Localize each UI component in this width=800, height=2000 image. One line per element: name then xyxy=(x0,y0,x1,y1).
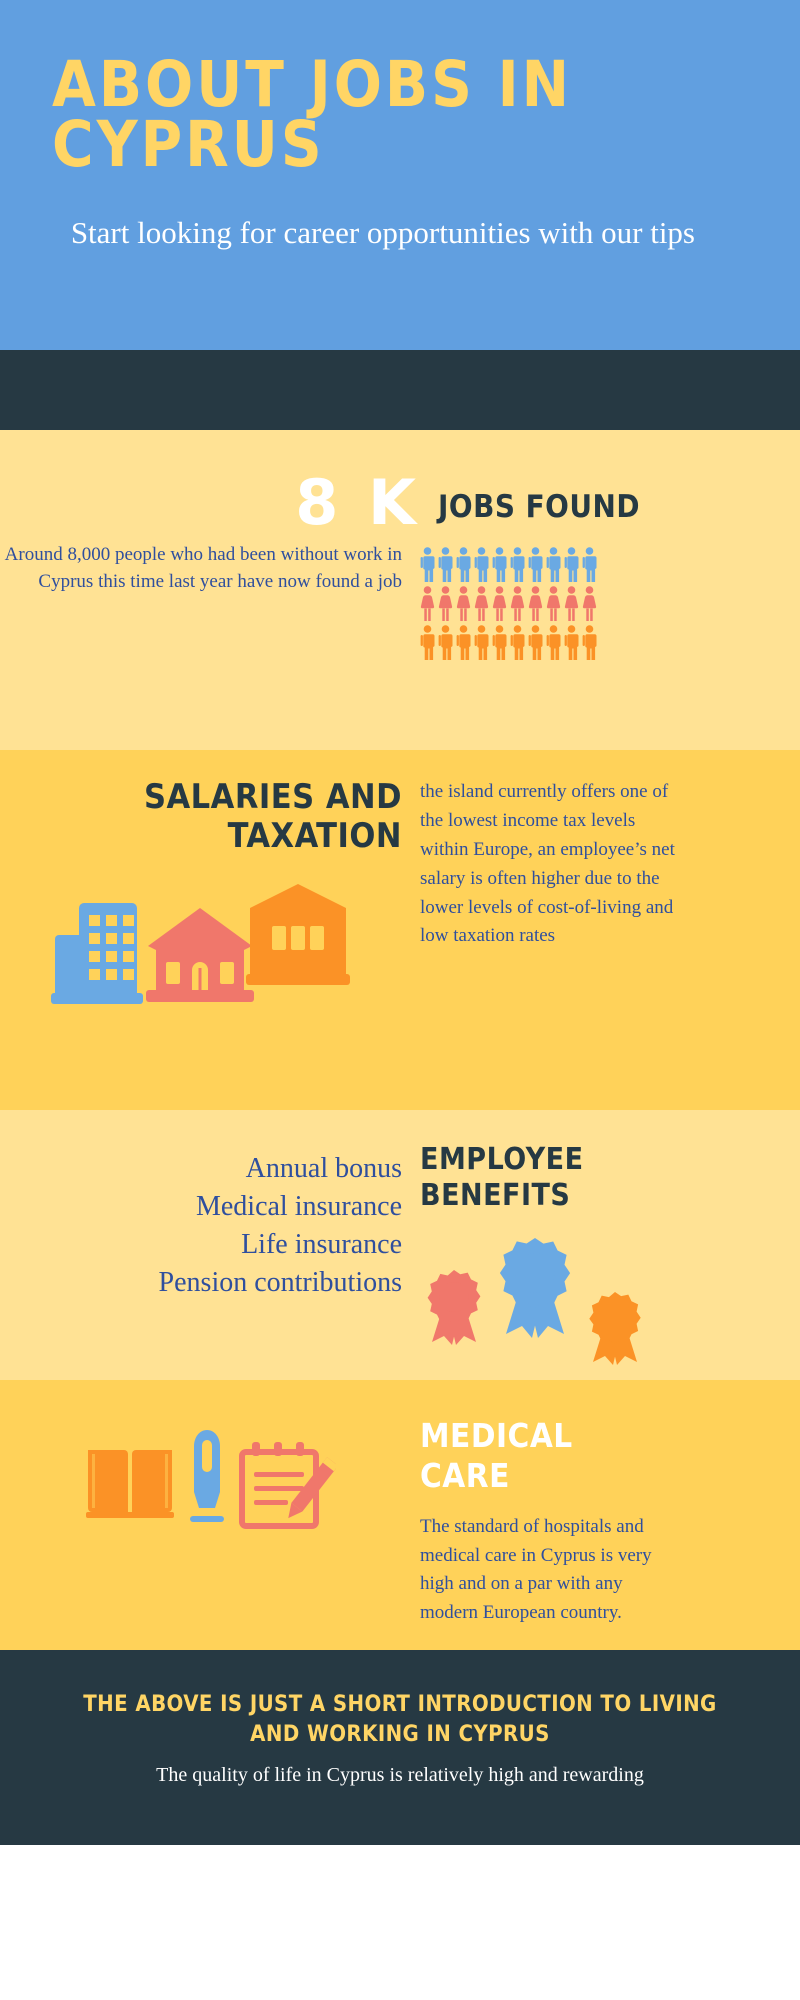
footer-banner: THE ABOVE IS JUST A SHORT INTRODUCTION T… xyxy=(0,1650,800,1845)
list-item: Medical insurance xyxy=(195,1191,402,1223)
person-female-icon xyxy=(438,585,453,621)
person-male-icon xyxy=(420,624,435,660)
salaries-paragraph: the island currently offers one of the l… xyxy=(420,781,675,947)
person-male-icon xyxy=(456,546,471,582)
medical-illustration xyxy=(0,1380,420,1650)
open-book-icon xyxy=(86,1450,174,1518)
person-male-icon xyxy=(438,624,453,660)
salaries-title: SALARIES AND TAXATION xyxy=(0,777,402,857)
medical-title-line2: CARE xyxy=(420,1455,510,1495)
person-male-icon xyxy=(546,546,561,582)
people-pictogram xyxy=(420,541,597,664)
person-female-icon xyxy=(528,585,543,621)
medical-title: MEDICAL CARE xyxy=(420,1416,680,1495)
pictogram-row-female-coral xyxy=(420,585,597,622)
awards-illustration xyxy=(420,1236,720,1370)
section-jobs-found: 8 K JOBS FOUND Around 8,000 people who h… xyxy=(0,430,800,750)
salaries-left-column: SALARIES AND TAXATION xyxy=(0,750,420,1110)
salaries-title-line1: SALARIES AND xyxy=(143,777,402,817)
medical-paragraph: The standard of hospitals and medical ca… xyxy=(420,1516,652,1623)
section-employee-benefits: Annual bonus Medical insurance Life insu… xyxy=(0,1110,800,1380)
benefits-right-column: EMPLOYEE BENEFITS xyxy=(420,1110,720,1380)
home-icon xyxy=(246,884,350,986)
footer-heading: THE ABOVE IS JUST A SHORT INTRODUCTION T… xyxy=(83,1692,717,1747)
person-male-icon xyxy=(456,624,471,660)
benefits-list: Annual bonus Medical insurance Life insu… xyxy=(0,1110,420,1380)
jobs-found-stat: 8 K xyxy=(295,466,420,539)
person-male-icon xyxy=(564,624,579,660)
office-building-icon xyxy=(51,903,143,1005)
person-female-icon xyxy=(474,585,489,621)
notepad-pencil-icon xyxy=(239,1442,336,1529)
section-medical-care: MEDICAL CARE The standard of hospitals a… xyxy=(0,1380,800,1650)
jobs-found-body-row: Around 8,000 people who had been without… xyxy=(0,541,800,664)
benefits-title-line2: BENEFITS xyxy=(420,1178,571,1213)
person-male-icon xyxy=(564,546,579,582)
person-female-icon xyxy=(582,585,597,621)
person-male-icon xyxy=(528,546,543,582)
person-male-icon xyxy=(582,546,597,582)
list-item: Annual bonus xyxy=(245,1153,402,1184)
fountain-pen-icon xyxy=(190,1430,224,1522)
medical-title-line1: MEDICAL xyxy=(420,1416,573,1455)
divider-bar xyxy=(0,350,800,430)
buildings-illustration xyxy=(0,882,402,1005)
benefits-title: EMPLOYEE BENEFITS xyxy=(420,1142,720,1214)
list-item: Pension contributions xyxy=(158,1267,402,1299)
jobs-found-paragraph: Around 8,000 people who had been without… xyxy=(4,543,402,593)
award-rosette-icon xyxy=(499,1238,571,1338)
award-rosette-icon xyxy=(427,1270,481,1345)
hero-subtitle: Start looking for career opportunities w… xyxy=(70,214,695,250)
pictogram-row-male-blue xyxy=(420,546,597,583)
person-female-icon xyxy=(420,585,435,621)
section-salaries-taxation: SALARIES AND TAXATION xyxy=(0,750,800,1110)
pictogram-row-male-orange xyxy=(420,624,597,661)
page-title: ABOUT JOBS IN CYPRUS xyxy=(52,48,573,181)
person-male-icon xyxy=(510,546,525,582)
benefits-title-line1: EMPLOYEE xyxy=(420,1142,584,1177)
person-male-icon xyxy=(546,624,561,660)
person-female-icon xyxy=(510,585,525,621)
person-male-icon xyxy=(528,624,543,660)
house-icon xyxy=(146,908,254,1003)
person-male-icon xyxy=(492,546,507,582)
person-female-icon xyxy=(546,585,561,621)
footer-subtext: The quality of life in Cyprus is relativ… xyxy=(156,1764,644,1787)
hero-header: ABOUT JOBS IN CYPRUS Start looking for c… xyxy=(0,0,800,350)
medical-right-column: MEDICAL CARE The standard of hospitals a… xyxy=(420,1380,720,1650)
person-male-icon xyxy=(474,624,489,660)
jobs-found-label: JOBS FOUND xyxy=(438,488,641,525)
person-male-icon xyxy=(582,624,597,660)
jobs-found-headline-row: 8 K JOBS FOUND xyxy=(0,430,800,539)
award-rosette-icon xyxy=(589,1292,641,1365)
person-female-icon xyxy=(564,585,579,621)
person-female-icon xyxy=(456,585,471,621)
salaries-title-line2: TAXATION xyxy=(227,816,402,857)
person-male-icon xyxy=(474,546,489,582)
person-male-icon xyxy=(492,624,507,660)
person-male-icon xyxy=(420,546,435,582)
person-female-icon xyxy=(492,585,507,621)
person-male-icon xyxy=(438,546,453,582)
person-male-icon xyxy=(510,624,525,660)
list-item: Life insurance xyxy=(241,1229,402,1261)
